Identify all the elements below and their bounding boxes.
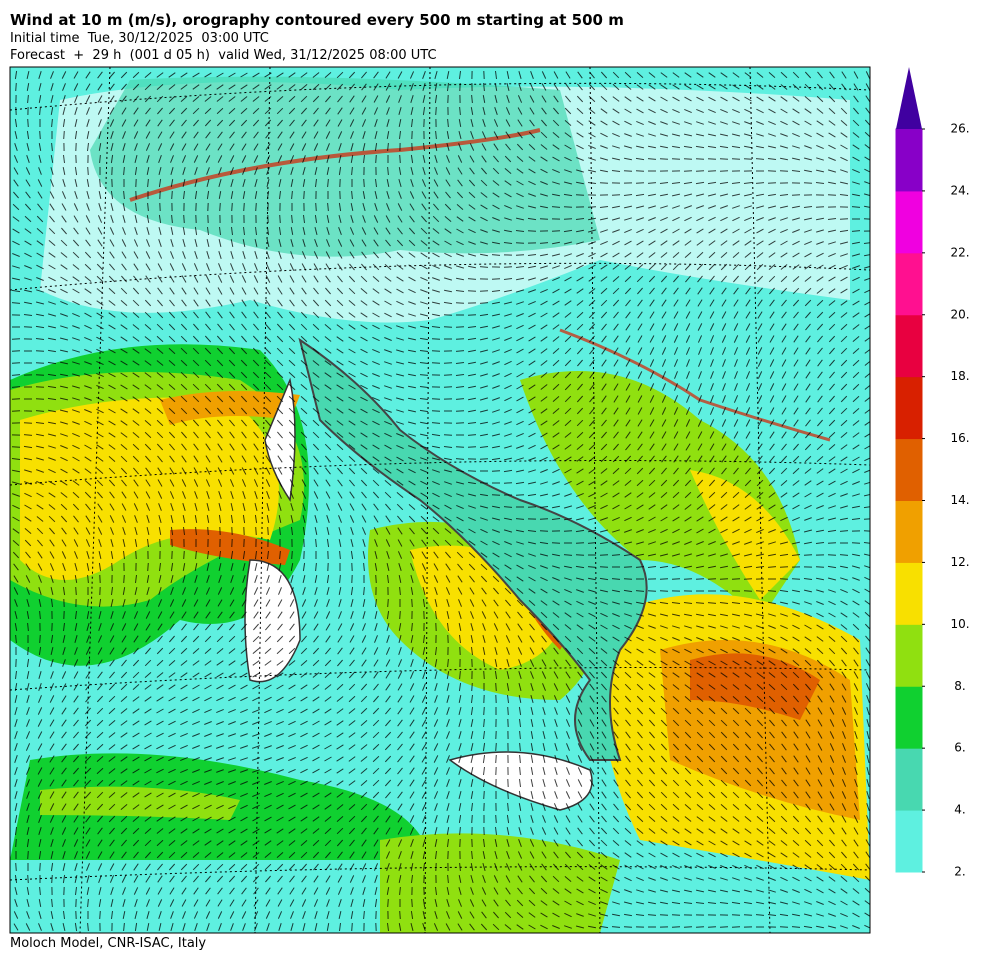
colorbar-label: 10. bbox=[950, 617, 969, 631]
colorbar-swatch bbox=[895, 438, 923, 502]
region-strong bbox=[20, 397, 279, 580]
colorbar-label: 26. bbox=[950, 122, 969, 136]
colorbar-swatch bbox=[895, 128, 923, 192]
map-frame bbox=[9, 66, 871, 934]
region-gale bbox=[170, 529, 290, 565]
colorbar-swatch bbox=[895, 500, 923, 563]
colorbar-label: 20. bbox=[950, 307, 969, 321]
region-moderate-2 bbox=[10, 753, 430, 860]
region-strong-2 bbox=[410, 545, 570, 670]
region-near-gale bbox=[160, 391, 300, 425]
colorbar-label: 6. bbox=[954, 741, 965, 755]
region-fresh bbox=[10, 372, 304, 607]
region-strong-3 bbox=[690, 470, 800, 600]
map bbox=[10, 67, 870, 933]
colorbar-label: 22. bbox=[950, 245, 969, 259]
colorbar-extend bbox=[896, 67, 922, 129]
map-background bbox=[10, 67, 870, 933]
colorbar-swatch bbox=[895, 747, 923, 811]
colorbar-swatch bbox=[895, 809, 923, 873]
colorbar: 2. 4. 6. 8. 10. 12. 14. 16. 18. 20. 22. 24. 26. bbox=[895, 67, 970, 879]
arrow-field bbox=[11, 70, 870, 932]
land-calm bbox=[40, 82, 850, 323]
forecast-time: Forecast + 29 h (001 d 05 h) valid Wed, … bbox=[10, 48, 437, 63]
region-fresh-2 bbox=[368, 521, 596, 700]
region-moderate bbox=[10, 344, 309, 666]
colorbar-label: 4. bbox=[954, 803, 965, 817]
region-fresh-4 bbox=[40, 786, 240, 820]
colorbar-swatch bbox=[895, 685, 923, 749]
colorbar-label: 16. bbox=[950, 431, 969, 445]
footer: Moloch Model, CNR-ISAC, Italy bbox=[10, 936, 207, 951]
region-light bbox=[90, 76, 600, 257]
wind-arrows bbox=[11, 70, 870, 932]
initial-time: Initial time Tue, 30/12/2025 03:00 UTC bbox=[10, 31, 269, 46]
colorbar-label: 24. bbox=[950, 183, 969, 197]
region-gale-2 bbox=[510, 570, 590, 650]
dinaric-ridge bbox=[559, 328, 831, 442]
colorbar-swatch bbox=[895, 314, 923, 378]
graticule bbox=[10, 67, 870, 933]
colorbar-swatch bbox=[895, 561, 923, 625]
region-fresh-3 bbox=[520, 371, 800, 620]
region-gale-3 bbox=[690, 653, 820, 720]
sicily bbox=[448, 751, 593, 811]
colorbar-label: 18. bbox=[950, 369, 969, 383]
region-fresh-5 bbox=[380, 833, 620, 933]
colorbar-label: 14. bbox=[950, 493, 969, 507]
peninsula bbox=[298, 337, 648, 761]
title: Wind at 10 m (m/s), orography contoured … bbox=[10, 11, 624, 29]
islands bbox=[244, 377, 301, 683]
colorbar-swatch bbox=[895, 190, 923, 254]
alps-ridge bbox=[129, 128, 541, 202]
colorbar-label: 8. bbox=[954, 679, 965, 693]
colorbar-label: 2. bbox=[954, 865, 965, 879]
colorbar-label: 12. bbox=[950, 555, 969, 569]
colorbar-swatch bbox=[895, 252, 923, 316]
colorbar-swatch bbox=[895, 376, 923, 440]
colorbar-swatch bbox=[895, 623, 923, 687]
region-near-gale-2 bbox=[660, 640, 860, 820]
region-strong-4 bbox=[598, 594, 870, 880]
